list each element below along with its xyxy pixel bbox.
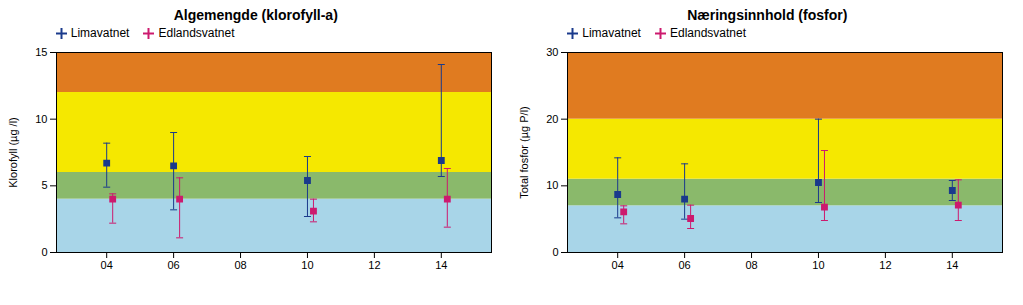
html-text:Næringsinnhold (fosfor): Næringsinnhold (fosfor) xyxy=(687,7,848,23)
html-text:Limavatnet: Limavatnet xyxy=(70,26,130,40)
svg-text:0: 0 xyxy=(553,246,559,258)
svg-text:10: 10 xyxy=(813,259,825,271)
svg-text:0: 0 xyxy=(41,246,47,258)
svg-text:30: 30 xyxy=(547,46,559,58)
html-text:Edlandsvatnet: Edlandsvatnet xyxy=(670,26,746,40)
svg-text:5: 5 xyxy=(41,179,47,191)
svg-text:15: 15 xyxy=(35,46,47,58)
svg-text:08: 08 xyxy=(746,259,758,271)
svg-text:06: 06 xyxy=(167,259,179,271)
svg-text:04: 04 xyxy=(612,259,624,271)
svg-text:08: 08 xyxy=(234,259,246,271)
svg-text:10: 10 xyxy=(301,259,313,271)
html-text:Edlandsvatnet: Edlandsvatnet xyxy=(158,26,235,40)
svg-text:Klorofyll (µg /l): Klorofyll (µg /l) xyxy=(7,117,19,188)
svg-text:10: 10 xyxy=(35,113,47,125)
svg-text:Total fosfor (µg P/l): Total fosfor (µg P/l) xyxy=(519,106,531,199)
svg-text:12: 12 xyxy=(880,259,892,271)
svg-text:14: 14 xyxy=(435,259,447,271)
svg-text:04: 04 xyxy=(100,259,112,271)
svg-text:12: 12 xyxy=(368,259,380,271)
svg-text:14: 14 xyxy=(946,259,958,271)
html-text:Algemengde (klorofyll-a): Algemengde (klorofyll-a) xyxy=(173,7,338,23)
svg-text:06: 06 xyxy=(679,259,691,271)
svg-text:20: 20 xyxy=(547,113,559,125)
svg-text:10: 10 xyxy=(547,179,559,191)
html-text:Limavatnet: Limavatnet xyxy=(582,26,641,40)
